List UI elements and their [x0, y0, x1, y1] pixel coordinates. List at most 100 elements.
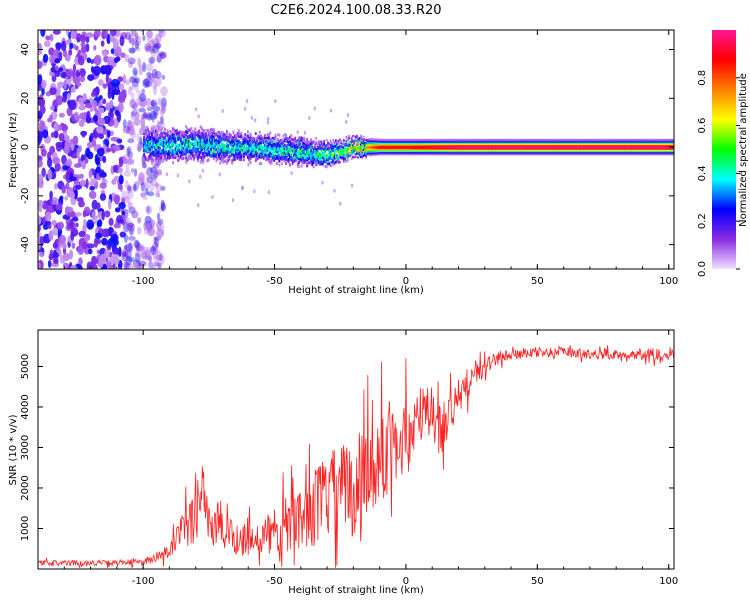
spectrogram-cell: [378, 149, 381, 152]
spectrogram-cell: [490, 140, 492, 143]
spectrogram-cell: [210, 135, 213, 140]
spectrogram-cell: [342, 152, 345, 155]
spectrogram-cell: [524, 139, 527, 142]
spectrogram-cell: [503, 139, 506, 142]
spectrogram-cell: [190, 127, 193, 131]
spectrogram-cell: [264, 147, 266, 151]
spectrogram-cell: [461, 145, 464, 147]
spectrogram-cell: [88, 135, 93, 143]
spectrogram-cell: [53, 258, 59, 265]
spectrogram-cell: [474, 139, 477, 142]
spectrogram-cell: [102, 50, 108, 57]
spectrogram-cell: [258, 155, 261, 159]
spectrogram-cell: [423, 152, 425, 155]
spectrogram-cell: [111, 178, 117, 185]
spectrogram-cell: [191, 142, 194, 146]
spectrogram-cell: [412, 152, 415, 155]
spectrogram-cell: [428, 140, 431, 143]
spectrogram-cell: [258, 147, 261, 151]
spectrogram-cell: [292, 151, 295, 155]
spectrogram-cell: [253, 146, 256, 150]
spectrogram-cell: [304, 141, 307, 145]
spectrogram-cell: [329, 152, 332, 156]
spectrogram-cell: [78, 112, 87, 120]
spectrogram-cell: [331, 159, 333, 163]
spectrogram-cell: [170, 131, 173, 135]
spectrogram-cell: [486, 148, 489, 151]
spectrogram-cell: [472, 148, 475, 151]
spectrogram-cell: [461, 141, 464, 144]
spectrogram-cell: [356, 143, 358, 146]
spectrogram-cell: [317, 153, 320, 157]
spectrogram-cell: [210, 147, 213, 151]
spectrogram-cell: [421, 151, 424, 154]
spectrogram-cell: [320, 160, 323, 164]
spectrogram-cell: [177, 154, 180, 158]
spectrogram-cell: [399, 148, 402, 151]
spectrogram-cell: [388, 146, 391, 148]
spectrogram-cell: [371, 154, 374, 157]
spectrogram-cell: [426, 144, 429, 146]
spectrogram-cell: [416, 146, 419, 148]
spectrogram-cell: [294, 146, 297, 149]
spectrogram-cell: [134, 40, 140, 50]
spectrogram-cell: [405, 143, 408, 145]
spectrogram-cell: [373, 154, 375, 156]
spectrogram-cell: [345, 119, 348, 124]
spectrogram-cell: [492, 141, 495, 144]
spectrogram-cell: [470, 150, 473, 153]
spectrogram-cell: [101, 237, 108, 246]
spectrogram-cell: [78, 145, 83, 153]
spectrogram-cell: [162, 143, 165, 147]
spectrogram-cell: [412, 138, 415, 141]
spectrogram-cell: [528, 151, 531, 154]
spectrogram-cell: [354, 151, 357, 154]
spectrogram-cell: [250, 137, 253, 141]
spectrogram-cell: [524, 152, 527, 155]
spectrogram-cell: [534, 139, 537, 142]
spectrogram-cell: [479, 149, 482, 152]
spectrogram-cell: [146, 176, 153, 184]
spectrogram-cell: [457, 146, 460, 148]
spectrogram-cell: [373, 148, 375, 151]
spectrogram-cell: [493, 153, 496, 156]
spectrogram-cell: [503, 138, 506, 141]
spectrogram-cell: [526, 143, 529, 145]
spectrogram-cell: [425, 151, 428, 154]
spectrogram-cell: [356, 134, 358, 137]
spectrogram-cell: [147, 112, 151, 120]
spectrogram-cell: [342, 139, 345, 142]
spectrogram-cell: [471, 150, 474, 153]
spectrogram-cell: [432, 144, 435, 146]
spectrogram-cell: [374, 152, 377, 155]
spectrogram-cell: [465, 148, 467, 151]
spectrogram-cell: [175, 151, 178, 155]
spectrogram-cell: [505, 141, 508, 144]
spectrogram-cell: [461, 149, 464, 152]
spectrogram-cell: [476, 146, 479, 148]
spectrogram-cell: [169, 148, 172, 152]
spectrogram-cell: [430, 148, 433, 151]
spectrogram-cell: [451, 146, 454, 148]
spectrogram-cell: [476, 152, 479, 155]
spectrogram-cell: [538, 146, 541, 148]
spectrogram-cell: [152, 241, 159, 252]
spectrogram-cell: [250, 115, 254, 120]
spectrogram-cell: [235, 141, 238, 145]
spectrogram-cell: [453, 140, 456, 143]
spectrogram-cell: [438, 151, 441, 154]
spectrogram-cell: [419, 150, 421, 153]
spectrogram-cell: [491, 143, 494, 145]
spectrogram-cell: [509, 149, 512, 152]
spectrogram-cell: [480, 138, 483, 141]
spectrogram-cell: [308, 151, 311, 154]
spectrogram-cell: [212, 147, 215, 151]
spectrogram-cell: [412, 143, 415, 145]
spectrogram-cell: [390, 152, 393, 155]
spectrogram-cell: [296, 130, 299, 135]
spectrogram-cell: [386, 143, 389, 145]
spectrogram-cell: [408, 141, 411, 144]
spectrogram-cell: [274, 147, 277, 151]
spectrogram-cell: [275, 147, 278, 151]
